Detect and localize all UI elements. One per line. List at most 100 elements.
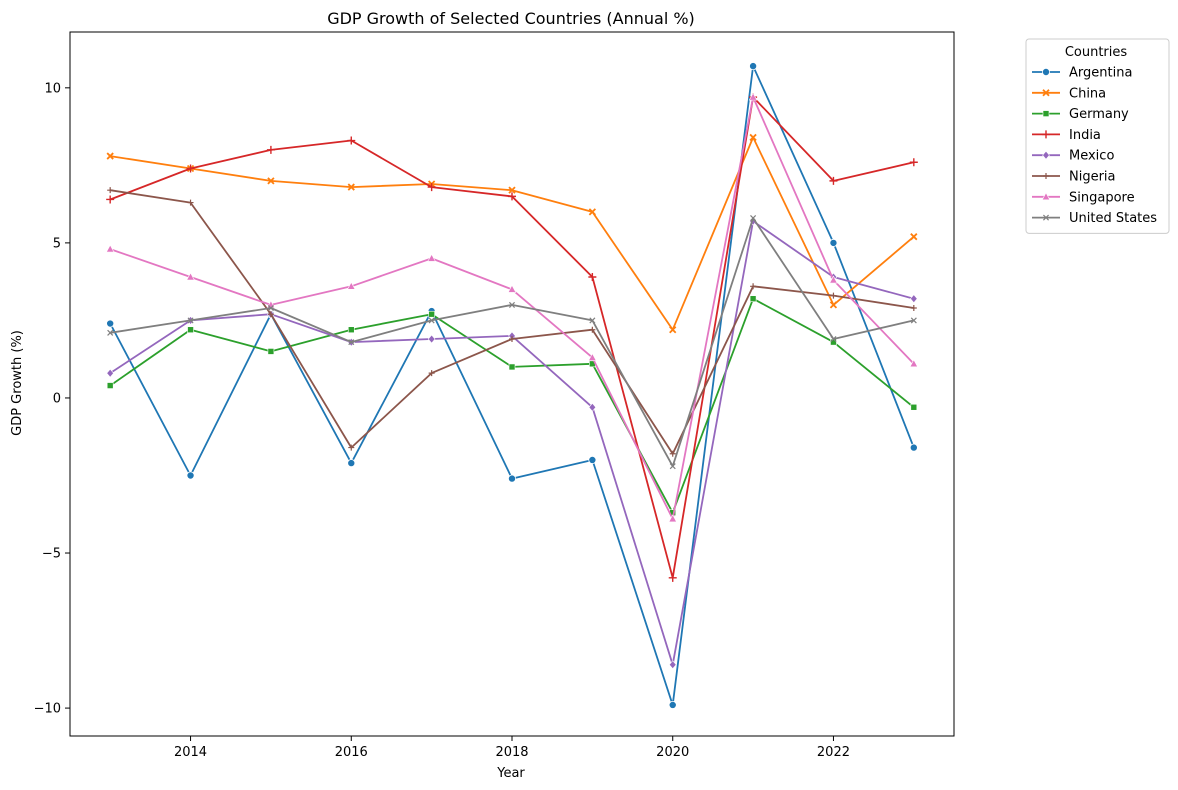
y-axis-label: GDP Growth (%) — [10, 330, 25, 436]
data-point-germany — [347, 326, 355, 334]
data-point-united-states — [508, 301, 516, 308]
data-point-nigeria — [267, 311, 274, 318]
data-point-singapore — [909, 359, 919, 368]
data-point-united-states — [348, 339, 355, 346]
data-point-india — [829, 176, 838, 185]
y-tick-label: −5 — [42, 547, 61, 562]
series-line-argentina — [109, 65, 915, 706]
data-point-india — [347, 136, 356, 145]
legend-item-china: China — [1032, 86, 1106, 101]
data-point-united-states — [669, 463, 676, 470]
data-point-india — [909, 158, 918, 167]
data-point-argentina — [507, 474, 516, 483]
series-line-singapore — [109, 96, 915, 520]
data-point-nigeria — [107, 187, 114, 194]
data-point-china — [669, 326, 677, 334]
data-point-united-states — [589, 317, 596, 324]
data-point-nigeria — [830, 292, 837, 299]
data-point-india — [588, 273, 597, 282]
y-tick-label: 0 — [53, 391, 61, 406]
data-point-argentina — [909, 443, 918, 452]
y-tick-label: 5 — [53, 236, 61, 251]
data-point-singapore — [668, 514, 678, 523]
data-point-china — [910, 233, 918, 241]
chart-title: GDP Growth of Selected Countries (Annual… — [327, 9, 695, 28]
x-tick-label: 2022 — [817, 745, 850, 760]
data-point-india — [106, 195, 115, 204]
legend-label: Singapore — [1069, 190, 1135, 205]
data-point-nigeria — [669, 450, 676, 457]
data-point-argentina — [347, 459, 356, 468]
data-point-nigeria — [750, 283, 757, 290]
legend-marker — [1042, 110, 1050, 117]
data-point-germany — [267, 348, 275, 355]
x-tick-label: 2016 — [335, 745, 368, 760]
legend-item-singapore: Singapore — [1032, 190, 1135, 205]
legend-label: Argentina — [1069, 66, 1132, 81]
data-point-india — [508, 192, 516, 201]
series-line-china — [110, 136, 915, 331]
series-line-united-states — [110, 217, 915, 468]
data-point-united-states — [107, 329, 114, 336]
data-point-argentina — [106, 319, 115, 328]
x-tick-label: 2018 — [495, 745, 528, 760]
legend-item-argentina: Argentina — [1032, 66, 1132, 81]
x-tick-label: 2020 — [656, 745, 689, 760]
data-point-china — [106, 152, 114, 160]
legend-title: Countries — [1065, 45, 1128, 60]
series-germany — [106, 295, 918, 517]
data-point-mexico — [588, 402, 597, 412]
data-point-india — [266, 145, 275, 154]
data-point-argentina — [749, 62, 758, 71]
series-singapore — [105, 92, 919, 523]
data-point-germany — [910, 403, 918, 411]
data-point-china — [829, 301, 838, 309]
data-point-india — [668, 573, 677, 582]
legend-marker — [1042, 214, 1050, 221]
legend-marker — [1042, 68, 1051, 77]
data-point-argentina — [829, 238, 838, 247]
data-point-china — [347, 183, 355, 191]
data-point-china — [749, 133, 757, 142]
legend-label: United States — [1069, 211, 1157, 226]
legend-label: Germany — [1069, 107, 1129, 122]
x-axis-label: Year — [496, 766, 525, 781]
data-point-china — [588, 208, 597, 216]
data-point-mexico — [668, 660, 677, 670]
y-tick-label: −10 — [34, 702, 61, 717]
legend-box — [1025, 38, 1170, 234]
legend-item-united-states: United States — [1032, 211, 1157, 226]
data-point-united-states — [428, 317, 435, 324]
x-tick-label: 2014 — [174, 745, 207, 760]
data-point-united-states — [750, 215, 757, 222]
data-point-nigeria — [348, 444, 355, 451]
legend-label: Nigeria — [1069, 170, 1116, 185]
data-point-germany — [187, 326, 194, 334]
data-point-nigeria — [428, 370, 435, 377]
series-line-nigeria — [110, 189, 914, 455]
data-point-china — [508, 186, 516, 194]
data-point-singapore — [829, 275, 838, 284]
legend-item-india: India — [1032, 128, 1101, 143]
data-point-argentina — [186, 471, 195, 480]
legend-label: Mexico — [1069, 149, 1114, 164]
data-point-united-states — [910, 317, 917, 324]
data-point-argentina — [588, 455, 597, 464]
data-point-singapore — [105, 244, 115, 253]
data-point-singapore — [748, 92, 758, 101]
data-point-germany — [106, 382, 114, 389]
data-point-india — [427, 183, 436, 192]
data-point-united-states — [187, 317, 194, 324]
plot-frame — [69, 31, 955, 737]
series-nigeria — [107, 187, 917, 457]
data-point-china — [267, 177, 275, 185]
data-point-india — [186, 164, 195, 173]
data-point-nigeria — [187, 199, 194, 206]
data-point-mexico — [910, 294, 918, 304]
data-point-germany — [428, 310, 435, 318]
data-point-argentina — [668, 700, 677, 709]
series-united-states — [107, 215, 917, 470]
legend-item-nigeria: Nigeria — [1032, 170, 1116, 185]
